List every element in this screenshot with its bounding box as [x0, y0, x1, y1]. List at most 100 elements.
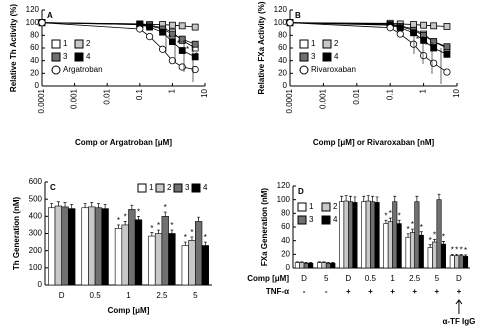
error-bar: [428, 244, 432, 248]
bar: [161, 216, 169, 286]
y-tick-label: 40: [30, 56, 39, 65]
error-bar: [304, 262, 308, 264]
legend-label: 3: [185, 183, 190, 192]
significance: *: [460, 245, 463, 254]
x-tick-label: 0.0001: [37, 88, 46, 113]
error-bar: [388, 217, 392, 222]
x-tick-label: D: [301, 274, 307, 283]
error-bar: [331, 262, 335, 264]
y-tick-label: 100: [26, 18, 40, 27]
significance: *: [464, 246, 467, 255]
panel-label: B: [295, 11, 301, 20]
error-bar: [375, 196, 379, 203]
legend-swatch: [322, 39, 332, 49]
panel-label: A: [47, 11, 53, 20]
point: [168, 57, 176, 65]
panel-label: D: [298, 187, 304, 196]
legend-label: 1: [149, 183, 154, 192]
point: [168, 30, 176, 38]
legend-swatch: [74, 39, 84, 49]
error-bar: [203, 241, 207, 246]
point: [178, 22, 186, 30]
error-bar: [63, 202, 67, 207]
bar: [463, 256, 469, 269]
bar: [370, 201, 376, 269]
x-tick-label: 5: [193, 291, 198, 300]
y-tick-label: 20: [30, 68, 39, 77]
point: [191, 65, 199, 74]
error-bar: [344, 195, 348, 202]
legend-label: 4: [203, 183, 208, 192]
legend-label: 3: [309, 215, 314, 224]
bar: [352, 202, 358, 269]
legend-label: 4: [334, 52, 339, 61]
bar: [365, 200, 371, 269]
legend-swatch: [173, 183, 183, 193]
error-bar: [384, 219, 388, 224]
significance: *: [170, 221, 173, 230]
legend-swatch: [74, 52, 84, 62]
tnf-label: -: [303, 287, 306, 296]
legend-swatch: [51, 52, 61, 62]
point: [286, 19, 294, 27]
tnf-label: +: [457, 287, 462, 296]
bar: [321, 262, 327, 269]
bar: [154, 233, 163, 286]
point: [146, 23, 154, 31]
y-tick-label: 60: [30, 43, 39, 52]
error-bar: [353, 196, 357, 203]
bar: [148, 235, 156, 286]
legend-label: 3: [63, 52, 68, 61]
error-bar: [464, 254, 468, 257]
point: [168, 38, 176, 46]
point: [430, 22, 438, 30]
error-bar: [309, 262, 313, 264]
bar: [454, 255, 460, 269]
x-tick-label: 0.1: [385, 88, 394, 100]
bar: [121, 224, 129, 286]
legend-swatch: [321, 215, 331, 225]
error-bar: [157, 229, 161, 234]
x-tick-label: 0.001: [319, 88, 328, 109]
x-tick-label: 0.0001: [285, 88, 294, 113]
y-tick-label: 60: [278, 43, 287, 52]
bar: [68, 208, 76, 286]
x-axis-label: Comp or Argatroban [μM]: [75, 138, 172, 147]
error-bar: [116, 224, 120, 229]
tnf-label: +: [434, 287, 439, 296]
significance: *: [389, 209, 392, 218]
bar: [101, 208, 109, 286]
error-bar: [393, 195, 397, 202]
error-bar: [90, 202, 94, 207]
significance: *: [455, 245, 458, 254]
point: [430, 44, 438, 52]
significance: *: [184, 233, 187, 242]
significance: *: [204, 233, 207, 242]
y-tick-label: 120: [26, 5, 40, 14]
bar: [94, 207, 103, 286]
bar: [374, 202, 380, 269]
point: [443, 23, 451, 30]
bar: [432, 241, 438, 269]
bar: [396, 223, 402, 269]
point: [191, 40, 199, 48]
significance: *: [434, 47, 437, 56]
bar: [361, 201, 367, 269]
bar: [343, 200, 349, 269]
point: [158, 45, 167, 53]
point: [443, 50, 451, 58]
error-bar: [103, 203, 107, 209]
error-bar: [441, 241, 445, 245]
bar: [449, 255, 455, 269]
bar: [317, 262, 323, 269]
legend-label: 4: [333, 215, 338, 224]
error-bar: [150, 232, 154, 237]
bar: [427, 247, 433, 269]
x-tick-label: 0.1: [135, 88, 144, 100]
error-bar: [170, 229, 174, 234]
bar: [188, 240, 196, 286]
bar: [308, 262, 314, 269]
significance: *: [186, 45, 189, 54]
error-bar: [371, 195, 375, 202]
